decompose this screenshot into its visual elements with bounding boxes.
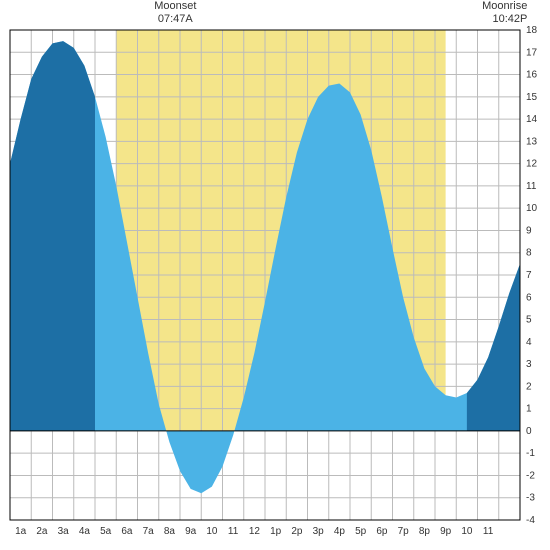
x-tick-label: 3p	[313, 526, 325, 537]
x-tick-label: 4p	[334, 526, 346, 537]
moonrise-label: Moonrise	[482, 0, 527, 12]
moonset-label-block: Moonset 07:47A	[150, 0, 200, 26]
y-tick-label: 4	[526, 337, 532, 348]
moonrise-label-block: Moonrise 10:42P	[467, 0, 527, 26]
x-tick-label: 9p	[440, 526, 452, 537]
y-tick-label: 0	[526, 426, 532, 437]
moonset-label: Moonset	[154, 0, 196, 12]
x-tick-label: 2a	[36, 526, 48, 537]
x-tick-label: 8p	[419, 526, 431, 537]
y-tick-label: -2	[526, 470, 535, 481]
moonrise-time: 10:42P	[493, 13, 528, 25]
x-tick-label: 5p	[355, 526, 367, 537]
y-tick-label: 11	[526, 181, 537, 192]
x-tick-label: 1a	[15, 526, 27, 537]
x-tick-label: 4a	[79, 526, 91, 537]
y-tick-label: 3	[526, 359, 532, 370]
y-tick-label: 7	[526, 270, 532, 281]
y-tick-label: 15	[526, 92, 538, 103]
x-tick-label: 1p	[270, 526, 282, 537]
y-tick-label: 5	[526, 315, 532, 326]
y-tick-label: -4	[526, 515, 535, 526]
y-tick-label: -1	[526, 448, 535, 459]
y-tick-label: 2	[526, 381, 532, 392]
y-tick-label: 1	[526, 404, 532, 415]
x-tick-label: 2p	[291, 526, 303, 537]
y-tick-label: 6	[526, 292, 532, 303]
y-tick-label: 13	[526, 136, 538, 147]
x-tick-label: 7a	[143, 526, 155, 537]
x-tick-label: 8a	[164, 526, 176, 537]
y-tick-label: 14	[526, 114, 538, 125]
x-tick-label: 11	[483, 526, 494, 537]
y-tick-label: 12	[526, 159, 538, 170]
x-tick-label: 9a	[185, 526, 197, 537]
x-tick-label: 7p	[398, 526, 410, 537]
x-tick-label: 10	[206, 526, 218, 537]
x-tick-label: 6a	[121, 526, 133, 537]
y-tick-label: 17	[526, 47, 538, 58]
y-tick-label: 9	[526, 225, 532, 236]
y-tick-label: 18	[526, 25, 538, 36]
tide-chart: -4-3-2-101234567891011121314151617181a2a…	[0, 0, 550, 550]
x-tick-label: 3a	[58, 526, 70, 537]
tide-chart-container: Moonset 07:47A Moonrise 10:42P -4 -3 -2 -1 0…	[0, 0, 550, 550]
x-tick-label: 5a	[100, 526, 112, 537]
x-tick-label: 11	[228, 526, 239, 537]
y-tick-label: 10	[526, 203, 538, 214]
x-tick-label: 6p	[376, 526, 388, 537]
moonset-time: 07:47A	[158, 13, 193, 25]
x-tick-label: 10	[461, 526, 473, 537]
y-tick-label: 8	[526, 248, 532, 259]
x-tick-label: 12	[249, 526, 261, 537]
y-tick-label: -3	[526, 493, 535, 504]
y-tick-label: 16	[526, 70, 538, 81]
